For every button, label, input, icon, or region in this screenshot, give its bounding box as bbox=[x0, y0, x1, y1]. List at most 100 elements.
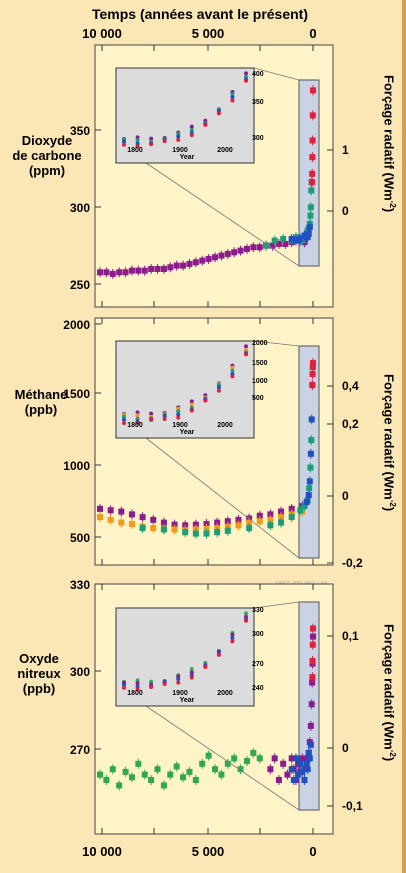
panel3-series1-point bbox=[231, 755, 238, 762]
panel1-inset-xlabel: Year bbox=[179, 154, 195, 161]
panel3-series1-point bbox=[218, 771, 225, 778]
panel3-series1-point bbox=[205, 752, 212, 759]
panel3-inset-point bbox=[216, 652, 221, 657]
panel2-inset-point bbox=[216, 385, 221, 390]
panel3-series4-point bbox=[309, 674, 316, 681]
panel1-series1-point bbox=[256, 244, 263, 251]
panel3-series1-point bbox=[128, 774, 135, 781]
panel2-y-tick-label: 1000 bbox=[63, 459, 90, 473]
panel2-inset-y-tick: 1000 bbox=[252, 378, 268, 385]
panel2-series2-point bbox=[256, 518, 263, 525]
panel3-inset-point bbox=[189, 670, 194, 675]
panel1-right-tick-label: 1 bbox=[342, 143, 349, 157]
panel3-series3-point bbox=[295, 771, 302, 778]
panel1-series1-point bbox=[186, 260, 193, 267]
panel1-series2-point bbox=[307, 204, 314, 211]
panel2-series3-point bbox=[267, 522, 274, 529]
panel1-series2-point bbox=[271, 237, 278, 244]
panel1-series2-point bbox=[307, 212, 314, 219]
panel1-series4-point bbox=[309, 170, 316, 177]
panel1-series1-point bbox=[173, 262, 180, 269]
panel1-right-tick-label: 0 bbox=[342, 204, 349, 218]
panel1-inset-point bbox=[149, 142, 154, 147]
panel1-series3-point bbox=[304, 234, 311, 241]
panel2-connector-bottom bbox=[145, 437, 300, 559]
panel1-series1-point bbox=[205, 255, 212, 262]
panel1-inset-point bbox=[189, 127, 194, 132]
panel2-series2-point bbox=[278, 514, 285, 521]
panel3-right-tick-label: -0,1 bbox=[342, 799, 363, 813]
panel1-series1-point bbox=[154, 265, 161, 272]
panel3-series1-point bbox=[192, 777, 199, 783]
panel1-inset-x-tick: 1900 bbox=[172, 147, 188, 154]
panel2-inset-point bbox=[189, 402, 194, 407]
panel2-inset-point bbox=[122, 421, 126, 426]
panel2-series2-point bbox=[107, 516, 114, 523]
panel2-series1-point bbox=[256, 512, 263, 519]
panel3-series2-point bbox=[288, 755, 295, 762]
panel3-inset-x-tick: 1800 bbox=[127, 690, 143, 697]
panel3-inset-point bbox=[135, 678, 140, 683]
panel2-series1-point bbox=[160, 519, 167, 526]
panel2-series3-point bbox=[203, 530, 210, 537]
panel2-series1-point bbox=[288, 505, 295, 512]
right-border bbox=[402, 0, 406, 873]
panel1-series1-point bbox=[231, 249, 238, 256]
panel2-inset-point bbox=[135, 413, 140, 418]
panel1-inset-y-tick: 350 bbox=[252, 99, 264, 106]
panel2-inset-point bbox=[230, 368, 235, 373]
panel3-series3-point bbox=[305, 749, 312, 756]
panel3-inset-point bbox=[203, 664, 208, 669]
panel3-series1-point bbox=[237, 766, 244, 773]
panel2-y-tick-label: 1500 bbox=[63, 387, 90, 401]
top-x-tick-10000: 10 000 bbox=[82, 26, 122, 41]
panel1-series1-point bbox=[282, 240, 289, 247]
panel1-inset-point bbox=[216, 111, 221, 116]
panel1-series3-point bbox=[297, 235, 304, 242]
panel2-series1-point bbox=[97, 505, 103, 512]
panel2-inset-point bbox=[122, 414, 126, 419]
panel2-inset-point bbox=[122, 417, 126, 422]
panel2-series1-point bbox=[278, 508, 285, 515]
panel1-y-tick-label: 250 bbox=[69, 278, 90, 292]
panel1-series4-point bbox=[308, 179, 315, 186]
panel2-series4-point bbox=[306, 478, 313, 485]
panel1-inset-y-tick: 300 bbox=[252, 135, 264, 142]
panel3-inset-point bbox=[189, 667, 194, 672]
panel3-series2-point bbox=[307, 722, 314, 729]
panel3-group bbox=[94, 583, 334, 835]
panel1-series1-point bbox=[109, 270, 116, 277]
panel2-series1-point bbox=[235, 516, 242, 523]
panel2-series1-point bbox=[267, 511, 274, 518]
panel3-y-tick-label: 330 bbox=[69, 578, 90, 592]
panel3-series1-point bbox=[173, 763, 180, 770]
panel1-series4-point bbox=[309, 154, 316, 161]
panel2-series4-point bbox=[303, 498, 310, 505]
panel3-series1-point bbox=[135, 760, 142, 767]
panel2-series2-point bbox=[118, 519, 125, 526]
panel3-series3-point bbox=[303, 760, 310, 767]
panel3-series2-point bbox=[308, 701, 315, 708]
panel1-inset-point bbox=[135, 144, 140, 149]
panel2-connector-top bbox=[253, 340, 300, 347]
panel1-series1-point bbox=[218, 252, 225, 259]
panel2-inset-x-tick: 1800 bbox=[127, 422, 143, 429]
panel3-series3-point bbox=[297, 760, 304, 767]
top-axis-title: Temps (années avant le présent) bbox=[91, 6, 309, 22]
panel1-inset-x-tick: 2000 bbox=[217, 147, 233, 154]
panel1-inset-point bbox=[230, 98, 235, 103]
panel2-series1-point bbox=[214, 519, 221, 526]
panel3-series1-point bbox=[224, 760, 231, 767]
panel2-inset-y-tick: 1500 bbox=[252, 360, 268, 367]
bottom-x-tick-0: 0 bbox=[309, 844, 317, 859]
panel3-series3-point bbox=[288, 766, 295, 773]
panel3-series1-point bbox=[109, 766, 116, 773]
panel1-connector-top bbox=[253, 67, 300, 81]
panel3-series4-point bbox=[310, 625, 316, 632]
panel3-series3-point bbox=[301, 777, 308, 783]
panel1-series1-point bbox=[237, 247, 244, 254]
panel1-inset-point bbox=[189, 124, 194, 129]
panel2-series3-point bbox=[139, 525, 146, 532]
panel1-series1-point bbox=[250, 244, 257, 251]
panel1-series1-point bbox=[148, 265, 155, 272]
